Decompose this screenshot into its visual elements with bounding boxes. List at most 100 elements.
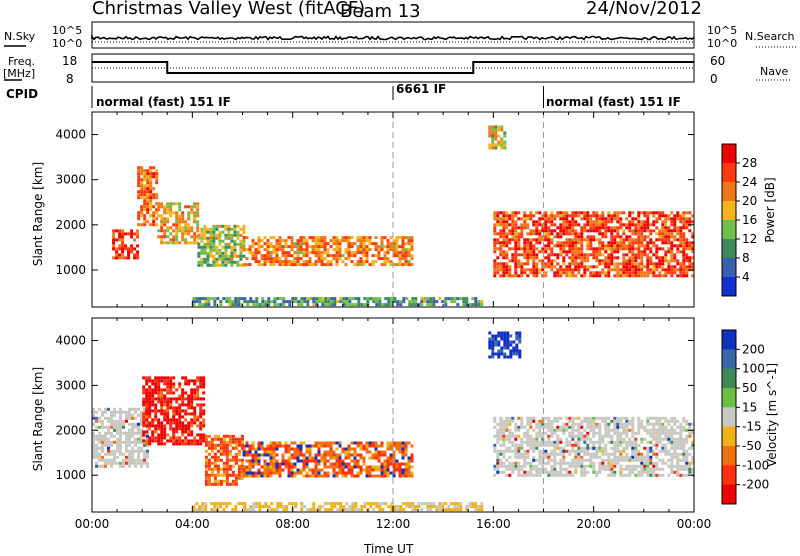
heatmap-cell bbox=[441, 505, 445, 509]
heatmap-cell bbox=[142, 400, 146, 404]
heatmap-cell bbox=[163, 208, 167, 212]
heatmap-cell bbox=[210, 473, 214, 477]
heatmap-cell bbox=[222, 502, 226, 506]
heatmap-cell bbox=[248, 450, 252, 454]
heatmap-cell bbox=[547, 220, 551, 224]
heatmap-cell bbox=[146, 184, 150, 188]
heatmap-cell bbox=[353, 441, 357, 445]
heatmap-cell bbox=[559, 416, 563, 420]
heatmap-cell bbox=[193, 397, 197, 401]
heatmap-cell bbox=[233, 254, 237, 258]
heatmap-cell bbox=[616, 422, 620, 426]
heatmap-cell bbox=[523, 226, 527, 230]
heatmap-cell bbox=[493, 274, 497, 278]
heatmap-cell bbox=[128, 464, 131, 468]
heatmap-cell bbox=[661, 241, 665, 245]
heatmap-cell bbox=[332, 257, 336, 261]
heatmap-cell bbox=[688, 229, 692, 233]
heatmap-cell bbox=[101, 410, 104, 414]
heatmap-cell bbox=[121, 235, 125, 239]
heatmap-cell bbox=[116, 428, 119, 432]
x-tick-label: 08:00 bbox=[275, 517, 310, 531]
heatmap-cell bbox=[240, 437, 244, 441]
heatmap-cell bbox=[670, 268, 674, 272]
heatmap-cell bbox=[305, 465, 309, 469]
heatmap-cell bbox=[210, 508, 214, 512]
heatmap-cell bbox=[374, 260, 378, 264]
heatmap-cell bbox=[673, 446, 677, 450]
heatmap-cell bbox=[276, 508, 280, 512]
heatmap-cell bbox=[583, 416, 587, 420]
heatmap-cell bbox=[196, 418, 200, 422]
heatmap-cell bbox=[151, 430, 155, 434]
heatmap-cell bbox=[263, 242, 267, 246]
heatmap-cell bbox=[493, 217, 497, 221]
heatmap-cell bbox=[673, 220, 677, 224]
heatmap-cell bbox=[332, 465, 336, 469]
heatmap-cell bbox=[356, 474, 360, 478]
heatmap-cell bbox=[160, 391, 164, 395]
heatmap-cell bbox=[306, 303, 310, 307]
heatmap-cell bbox=[622, 247, 626, 251]
heatmap-cell bbox=[571, 446, 575, 450]
heatmap-cell bbox=[514, 434, 518, 438]
heatmap-cell bbox=[562, 422, 566, 426]
heatmap-cell bbox=[574, 416, 578, 420]
heatmap-cell bbox=[245, 263, 249, 267]
heatmap-cell bbox=[541, 422, 545, 426]
heatmap-cell bbox=[365, 474, 369, 478]
heatmap-cell bbox=[670, 256, 674, 260]
heatmap-cell bbox=[559, 244, 563, 248]
heatmap-cell bbox=[353, 254, 357, 258]
heatmap-cell bbox=[514, 271, 518, 275]
heatmap-cell bbox=[202, 439, 206, 443]
heatmap-cell bbox=[181, 214, 185, 218]
heatmap-cell bbox=[526, 422, 530, 426]
heatmap-cell bbox=[450, 300, 454, 304]
heatmap-cell bbox=[544, 238, 548, 242]
heatmap-cell bbox=[619, 458, 623, 462]
heatmap-cell bbox=[625, 247, 629, 251]
heatmap-cell bbox=[356, 444, 360, 448]
heatmap-cell bbox=[149, 178, 153, 182]
heatmap-cell bbox=[616, 458, 620, 462]
heatmap-cell bbox=[410, 239, 414, 243]
heatmap-cell bbox=[293, 260, 297, 264]
colorbar-swatch bbox=[722, 407, 736, 428]
heatmap-cell bbox=[401, 248, 405, 252]
heatmap-cell bbox=[598, 271, 602, 275]
heatmap-cell bbox=[535, 247, 539, 251]
heatmap-cell bbox=[335, 263, 339, 267]
heatmap-cell bbox=[592, 220, 596, 224]
heatmap-cell bbox=[125, 449, 128, 453]
heatmap-cell bbox=[350, 441, 354, 445]
heatmap-cell bbox=[251, 447, 255, 451]
heatmap-cell bbox=[98, 419, 101, 423]
heatmap-cell bbox=[494, 128, 498, 132]
heatmap-cell bbox=[160, 379, 164, 383]
heatmap-cell bbox=[228, 303, 232, 307]
heatmap-cell bbox=[213, 476, 217, 480]
heatmap-cell bbox=[113, 440, 116, 444]
heatmap-cell bbox=[500, 128, 504, 132]
heatmap-cell bbox=[518, 352, 522, 356]
heatmap-cell bbox=[562, 223, 566, 227]
heatmap-cell bbox=[432, 297, 436, 301]
heatmap-cell bbox=[175, 421, 179, 425]
heatmap-cell bbox=[380, 450, 384, 454]
heatmap-cell bbox=[661, 461, 665, 465]
heatmap-cell bbox=[556, 473, 560, 477]
nave-tick-high: 60 bbox=[710, 54, 726, 68]
heatmap-cell bbox=[676, 446, 680, 450]
heatmap-cell bbox=[149, 175, 153, 179]
heatmap-cell bbox=[499, 274, 503, 278]
heatmap-cell bbox=[113, 428, 116, 432]
heatmap-cell bbox=[143, 196, 147, 200]
heatmap-cell bbox=[691, 467, 695, 471]
heatmap-cell bbox=[592, 416, 596, 420]
heatmap-cell bbox=[407, 239, 411, 243]
heatmap-cell bbox=[643, 220, 647, 224]
heatmap-cell bbox=[410, 459, 414, 463]
heatmap-cell bbox=[649, 440, 653, 444]
heatmap-cell bbox=[285, 300, 289, 304]
